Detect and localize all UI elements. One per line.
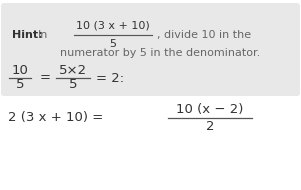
Text: Hint:: Hint: (12, 30, 43, 40)
Text: 5: 5 (16, 78, 24, 92)
Text: 10 (3 x + 10): 10 (3 x + 10) (76, 21, 150, 31)
Text: 10: 10 (11, 64, 28, 78)
Text: 5: 5 (69, 78, 77, 92)
Text: 2 (3 x + 10) =: 2 (3 x + 10) = (8, 112, 103, 124)
Text: numerator by 5 in the denominator.: numerator by 5 in the denominator. (60, 48, 260, 58)
Text: In: In (38, 30, 48, 40)
FancyBboxPatch shape (1, 3, 300, 96)
Text: = 2:: = 2: (96, 71, 124, 85)
Text: 2: 2 (206, 120, 214, 134)
Text: 5×2: 5×2 (59, 64, 87, 78)
Text: 10 (x − 2): 10 (x − 2) (176, 102, 244, 116)
Text: , divide 10 in the: , divide 10 in the (157, 30, 251, 40)
Text: 5: 5 (110, 39, 116, 49)
Text: =: = (40, 71, 51, 85)
